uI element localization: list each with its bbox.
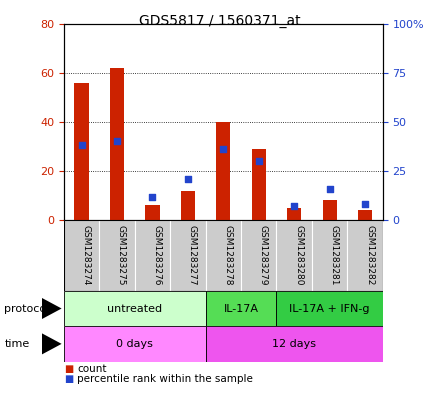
Bar [287,208,301,220]
Point [184,176,191,182]
Text: 0 days: 0 days [116,339,153,349]
Bar [170,220,205,291]
Text: GSM1283276: GSM1283276 [152,225,161,286]
Bar [276,220,312,291]
Bar [241,220,276,291]
Bar [216,122,231,220]
Text: untreated: untreated [107,303,162,314]
Text: count: count [77,364,106,375]
Text: GSM1283282: GSM1283282 [365,225,374,285]
Point [255,158,262,164]
Bar [312,220,347,291]
Bar [64,291,205,326]
Text: GSM1283281: GSM1283281 [330,225,339,286]
Text: IL-17A + IFN-g: IL-17A + IFN-g [290,303,370,314]
Text: percentile rank within the sample: percentile rank within the sample [77,374,253,384]
Bar [181,191,195,220]
Bar [276,291,383,326]
Bar [64,326,205,362]
Text: ■: ■ [64,364,73,375]
Text: protocol: protocol [4,303,50,314]
Bar [99,220,135,291]
Text: GSM1283279: GSM1283279 [259,225,268,286]
Text: 12 days: 12 days [272,339,316,349]
Text: GSM1283275: GSM1283275 [117,225,126,286]
Point [220,146,227,152]
Point [362,201,369,208]
Text: ■: ■ [64,374,73,384]
Point [149,193,156,200]
Bar [64,220,99,291]
Bar [252,149,266,220]
Bar [205,326,383,362]
Point [326,185,333,192]
Text: IL-17A: IL-17A [224,303,259,314]
Bar [347,220,383,291]
Point [78,142,85,149]
Point [291,203,298,209]
Bar [205,291,276,326]
Bar [135,220,170,291]
Text: GSM1283280: GSM1283280 [294,225,303,286]
Text: GSM1283277: GSM1283277 [188,225,197,286]
Point [114,138,121,145]
Text: GDS5817 / 1560371_at: GDS5817 / 1560371_at [139,14,301,28]
Text: time: time [4,339,29,349]
Text: GSM1283274: GSM1283274 [81,225,91,285]
Bar [358,210,372,220]
Text: GSM1283278: GSM1283278 [223,225,232,286]
Bar [110,68,124,220]
Bar [205,220,241,291]
Bar [323,200,337,220]
Bar [145,205,160,220]
Bar [74,83,88,220]
Polygon shape [42,298,62,319]
Polygon shape [42,333,62,354]
